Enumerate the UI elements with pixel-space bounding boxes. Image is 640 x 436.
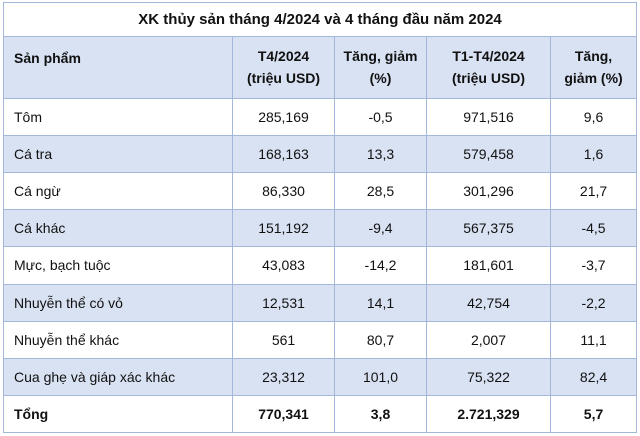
product-cell: Tôm [3, 97, 233, 137]
column-header-3: T1-T4/2024 (triệu USD) [426, 36, 551, 99]
table-body: Tôm 285,169 -0,5 971,516 9,6 Cá tra 168,163 13,… [3, 97, 638, 434]
value-cell: 43,083 [232, 246, 335, 285]
product-cell: Cá ngừ [3, 172, 233, 211]
table-row-1: Cá tra 168,163 13,3 579,458 1,6 [3, 135, 638, 174]
value-cell: 9,6 [549, 97, 638, 137]
value-cell: -4,5 [549, 209, 638, 248]
value-cell: 151,192 [232, 209, 335, 248]
value-cell: 567,375 [426, 209, 551, 248]
value-cell: 181,601 [426, 246, 551, 285]
value-cell: 301,296 [426, 172, 551, 211]
value-cell: 1,6 [549, 135, 638, 174]
value-cell: 11,1 [549, 320, 638, 359]
table-row-6: Nhuyễn thể khác 561 80,7 2,007 11,1 [3, 320, 638, 359]
value-cell: 971,516 [426, 97, 551, 137]
value-cell: 101,0 [334, 357, 427, 396]
product-cell: Nhuyễn thể khác [3, 320, 233, 359]
value-cell: 13,3 [334, 135, 427, 174]
table-row-4: Mực, bạch tuộc 43,083 -14,2 181,601 -3,7 [3, 246, 638, 285]
column-header-4: Tăng, giảm (%) [549, 36, 638, 99]
product-cell: Cá khác [3, 209, 233, 248]
product-cell: Mực, bạch tuộc [3, 246, 233, 285]
column-header-2: Tăng, giảm (%) [334, 36, 427, 99]
product-cell: Tổng [3, 394, 233, 434]
value-cell: 42,754 [426, 283, 551, 322]
table-row-2: Cá ngừ 86,330 28,5 301,296 21,7 [3, 172, 638, 211]
product-cell: Cá tra [3, 135, 233, 174]
header-row: Sản phẩm T4/2024 (triệu USD) Tăng, giảm (%… [3, 36, 638, 99]
value-cell: -9,4 [334, 209, 427, 248]
value-cell: 12,531 [232, 283, 335, 322]
table-row-5: Nhuyễn thể có vỏ 12,531 14,1 42,754 -2,2 [3, 283, 638, 322]
value-cell: 86,330 [232, 172, 335, 211]
value-cell: 168,163 [232, 135, 335, 174]
total-row: Tổng 770,341 3,8 2.721,329 5,7 [3, 394, 638, 434]
value-cell: 2,007 [426, 320, 551, 359]
value-cell: -3,7 [549, 246, 638, 285]
title-row: XK thủy sản tháng 4/2024 và 4 tháng đầu … [2, 2, 638, 37]
value-cell: 28,5 [334, 172, 427, 211]
table-title: XK thủy sản tháng 4/2024 và 4 tháng đầu … [2, 2, 638, 37]
column-header-1: T4/2024 (triệu USD) [232, 36, 335, 99]
value-cell: 82,4 [549, 357, 638, 396]
table-row-7: Cua ghẹ và giáp xác khác 23,312 101,0 75,32… [3, 357, 638, 396]
value-cell: 21,7 [549, 172, 638, 211]
value-cell: 5,7 [549, 394, 638, 434]
value-cell: 285,169 [232, 97, 335, 137]
value-cell: 770,341 [232, 394, 335, 434]
value-cell: -0,5 [334, 97, 427, 137]
table-row-0: Tôm 285,169 -0,5 971,516 9,6 [3, 97, 638, 137]
value-cell: 579,458 [426, 135, 551, 174]
value-cell: 3,8 [334, 394, 427, 434]
value-cell: 75,322 [426, 357, 551, 396]
value-cell: -14,2 [334, 246, 427, 285]
value-cell: 23,312 [232, 357, 335, 396]
column-header-0: Sản phẩm [3, 36, 233, 99]
product-cell: Nhuyễn thể có vỏ [3, 283, 233, 322]
value-cell: 14,1 [334, 283, 427, 322]
value-cell: 80,7 [334, 320, 427, 359]
value-cell: -2,2 [549, 283, 638, 322]
value-cell: 561 [232, 320, 335, 359]
value-cell: 2.721,329 [426, 394, 551, 434]
product-cell: Cua ghẹ và giáp xác khác [3, 357, 233, 396]
table-row-3: Cá khác 151,192 -9,4 567,375 -4,5 [3, 209, 638, 248]
